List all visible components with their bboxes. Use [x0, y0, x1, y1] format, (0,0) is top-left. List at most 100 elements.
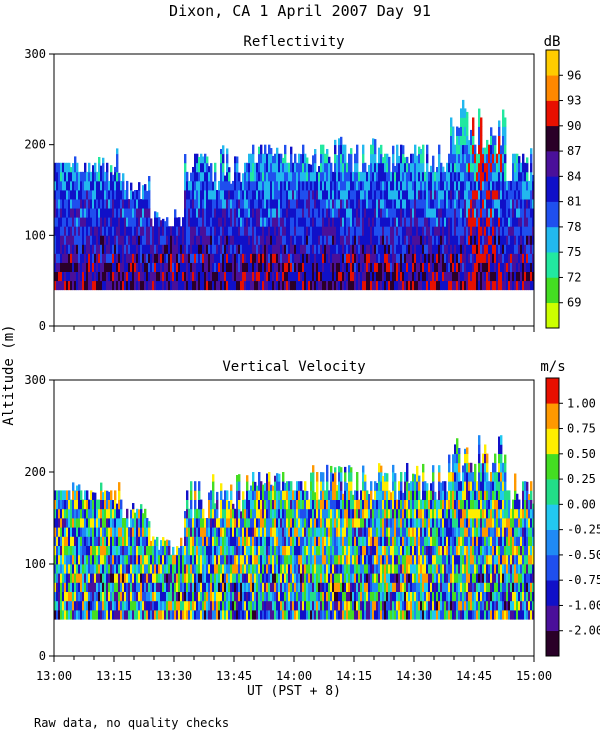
heatmap-cell	[406, 235, 409, 245]
heatmap-cell	[200, 199, 203, 209]
heatmap-cell	[218, 199, 221, 209]
heatmap-cell	[104, 171, 107, 182]
heatmap-cell	[436, 226, 439, 236]
heatmap-cell	[494, 280, 497, 291]
heatmap-cell	[74, 226, 77, 236]
heatmap-cell	[390, 208, 393, 218]
heatmap-cell	[284, 536, 287, 546]
heatmap-cell	[242, 491, 245, 500]
heatmap-cell	[64, 564, 67, 574]
heatmap-cell	[268, 490, 271, 500]
heatmap-cell	[270, 148, 273, 155]
heatmap-cell	[452, 271, 455, 282]
heatmap-cell	[148, 564, 151, 574]
heatmap-cell	[98, 180, 101, 191]
heatmap-cell	[182, 262, 185, 272]
heatmap-cell	[170, 564, 173, 574]
heatmap-cell	[198, 490, 201, 500]
heatmap-cell	[336, 253, 339, 263]
heatmap-cell	[452, 190, 455, 200]
heatmap-cell	[280, 610, 283, 620]
heatmap-cell	[114, 527, 117, 537]
heatmap-cell	[404, 226, 407, 236]
heatmap-cell	[134, 518, 137, 528]
heatmap-cell	[130, 536, 133, 546]
heatmap-cell	[246, 527, 249, 537]
heatmap-cell	[150, 545, 153, 556]
heatmap-cell	[184, 573, 187, 583]
heatmap-cell	[58, 253, 61, 263]
heatmap-cell	[260, 244, 263, 254]
heatmap-cell	[182, 554, 185, 565]
heatmap-cell	[516, 217, 519, 227]
heatmap-cell	[138, 600, 141, 611]
heatmap-cell	[64, 244, 67, 254]
heatmap-cell	[178, 235, 181, 245]
heatmap-cell	[306, 171, 309, 182]
heatmap-cell	[58, 490, 61, 500]
heatmap-cell	[256, 591, 259, 602]
heatmap-cell	[190, 573, 193, 583]
heatmap-cell	[458, 244, 461, 254]
heatmap-cell	[210, 271, 213, 282]
heatmap-cell	[348, 262, 351, 272]
heatmap-cell	[282, 518, 285, 528]
heatmap-cell	[450, 171, 453, 182]
heatmap-cell	[482, 226, 485, 236]
heatmap-cell	[274, 536, 277, 546]
heatmap-cell	[312, 244, 315, 254]
heatmap-cell	[436, 280, 439, 291]
heatmap-cell	[218, 582, 221, 592]
heatmap-cell	[518, 217, 521, 227]
heatmap-cell	[338, 153, 341, 164]
heatmap-cell	[322, 144, 325, 155]
heatmap-cell	[402, 235, 405, 245]
heatmap-cell	[250, 610, 253, 620]
heatmap-cell	[122, 518, 125, 528]
heatmap-cell	[210, 180, 213, 191]
heatmap-cell	[192, 180, 195, 191]
heatmap-cell	[402, 280, 405, 291]
heatmap-cell	[322, 190, 325, 200]
heatmap-cell	[410, 199, 413, 209]
heatmap-cell	[484, 180, 487, 191]
heatmap-cell	[520, 280, 523, 291]
heatmap-cell	[84, 280, 87, 291]
heatmap-cell	[390, 190, 393, 200]
heatmap-cell	[208, 582, 211, 592]
heatmap-cell	[464, 208, 467, 218]
heatmap-cell	[300, 154, 303, 164]
heatmap-cell	[72, 244, 75, 254]
heatmap-cell	[148, 554, 151, 565]
heatmap-cell	[478, 108, 481, 118]
heatmap-cell	[288, 235, 291, 245]
heatmap-cell	[520, 262, 523, 272]
heatmap-cell	[236, 481, 239, 491]
heatmap-cell	[498, 271, 501, 282]
heatmap-cell	[334, 271, 337, 282]
heatmap-cell	[88, 280, 91, 291]
heatmap-cell	[160, 271, 163, 282]
heatmap-cell	[190, 481, 193, 491]
heatmap-cell	[356, 280, 359, 291]
heatmap-cell	[214, 199, 217, 209]
heatmap-cell	[516, 253, 519, 263]
heatmap-cell	[110, 527, 113, 537]
heatmap-cell	[384, 180, 387, 191]
heatmap-cell	[58, 208, 61, 218]
heatmap-cell	[60, 573, 63, 583]
heatmap-cell	[100, 165, 103, 173]
heatmap-cell	[112, 610, 115, 620]
heatmap-cell	[414, 199, 417, 209]
heatmap-cell	[374, 280, 377, 291]
heatmap-cell	[250, 180, 253, 191]
heatmap-cell	[286, 226, 289, 236]
heatmap-cell	[496, 262, 499, 272]
heatmap-cell	[180, 600, 183, 611]
heatmap-cell	[324, 180, 327, 191]
heatmap-cell	[344, 162, 347, 173]
heatmap-cell	[338, 162, 341, 173]
heatmap-cell	[362, 190, 365, 200]
heatmap-cell	[128, 244, 131, 254]
